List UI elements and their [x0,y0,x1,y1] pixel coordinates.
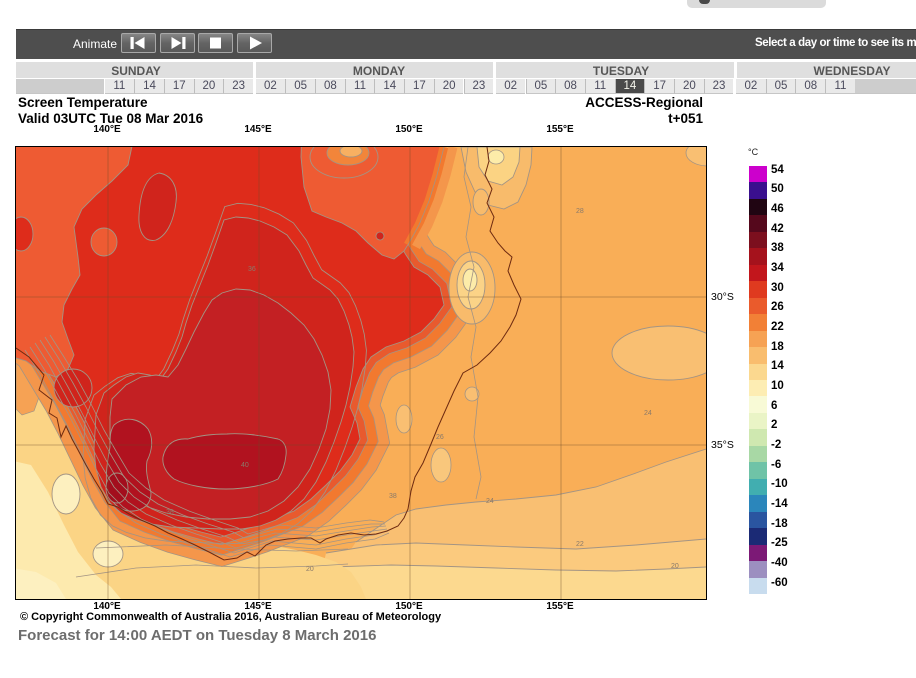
svg-text:26: 26 [436,434,444,441]
svg-text:20: 20 [671,563,679,570]
svg-text:22: 22 [576,541,584,548]
svg-text:38: 38 [389,493,397,500]
svg-text:40: 40 [241,462,249,469]
svg-text:20: 20 [306,566,314,573]
svg-text:28: 28 [576,208,584,215]
svg-text:24: 24 [486,498,494,505]
svg-text:38: 38 [166,509,174,516]
svg-text:24: 24 [644,410,652,417]
svg-text:36: 36 [248,266,256,273]
